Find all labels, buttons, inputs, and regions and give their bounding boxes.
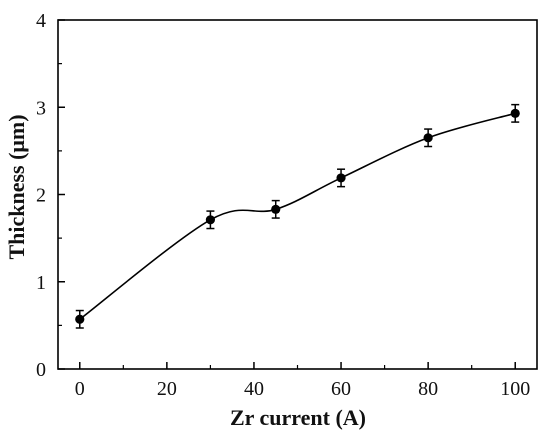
y-tick-label: 2 [36, 185, 46, 207]
y-tick-label: 4 [36, 10, 46, 32]
data-point [510, 108, 520, 118]
data-point [336, 173, 346, 183]
x-tick-label: 60 [331, 378, 351, 400]
y-tick-label: 1 [36, 272, 46, 294]
x-axis-label: Zr current (A) [230, 405, 366, 430]
x-tick-label: 80 [418, 378, 438, 400]
y-tick-label: 3 [36, 97, 46, 119]
plot-border [57, 19, 538, 370]
data-point [271, 204, 281, 214]
data-point [423, 133, 433, 143]
series-line [79, 112, 516, 320]
x-tick-label: 100 [500, 378, 530, 400]
y-tick-label: 0 [36, 359, 46, 381]
data-point [75, 314, 85, 324]
series-layer [75, 103, 520, 329]
x-tick-label: 40 [244, 378, 264, 400]
data-point [205, 215, 216, 225]
y-axis-ticks: 0 1 2 3 4 [36, 10, 65, 381]
x-axis-ticks: 0 20 40 60 80 100 [75, 362, 530, 400]
x-tick-label: 20 [157, 378, 177, 400]
plot-frame [57, 19, 538, 370]
x-tick-label: 0 [75, 378, 85, 400]
y-axis-label: Thickness (μm) [4, 114, 29, 259]
